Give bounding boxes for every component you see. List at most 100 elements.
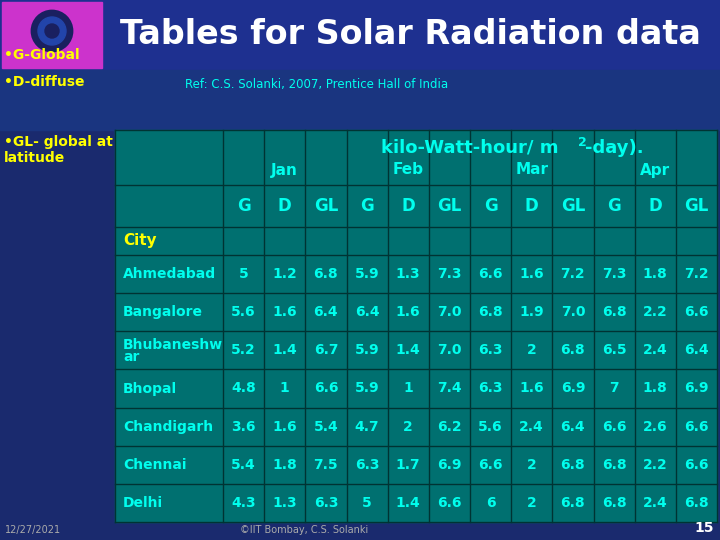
Text: 6.6: 6.6 — [478, 458, 503, 472]
Text: D: D — [525, 197, 539, 215]
Text: 6.8: 6.8 — [561, 496, 585, 510]
Text: 2.2: 2.2 — [643, 458, 667, 472]
Text: 4.3: 4.3 — [231, 496, 256, 510]
Text: 2.4: 2.4 — [519, 420, 544, 434]
Bar — [0, 70, 720, 130]
Text: 7.4: 7.4 — [437, 381, 462, 395]
Text: 7.0: 7.0 — [437, 343, 462, 357]
Text: -day).: -day). — [585, 139, 644, 157]
Text: 1.3: 1.3 — [396, 267, 420, 281]
Text: 7.0: 7.0 — [437, 305, 462, 319]
Text: 6.8: 6.8 — [314, 267, 338, 281]
Text: 2.4: 2.4 — [643, 496, 667, 510]
Text: 7.3: 7.3 — [602, 267, 626, 281]
Text: Jan: Jan — [271, 163, 298, 178]
Text: 1.6: 1.6 — [272, 305, 297, 319]
Text: 1.6: 1.6 — [519, 267, 544, 281]
Text: GL: GL — [314, 197, 338, 215]
Text: 6.3: 6.3 — [478, 343, 503, 357]
Text: 6.9: 6.9 — [437, 458, 462, 472]
Circle shape — [32, 11, 72, 51]
Text: 7.0: 7.0 — [561, 305, 585, 319]
Text: 6.5: 6.5 — [602, 343, 626, 357]
Text: Ahmedabad: Ahmedabad — [123, 267, 216, 281]
Text: 7.2: 7.2 — [684, 267, 708, 281]
Text: 15: 15 — [695, 521, 714, 535]
Circle shape — [45, 24, 59, 38]
Text: 5: 5 — [239, 267, 248, 281]
Text: City: City — [123, 233, 157, 248]
Text: 7.5: 7.5 — [314, 458, 338, 472]
Text: 1.4: 1.4 — [396, 343, 420, 357]
Text: 2: 2 — [527, 343, 536, 357]
Text: 6.8: 6.8 — [684, 496, 708, 510]
Text: 6.8: 6.8 — [602, 496, 626, 510]
Text: 6.6: 6.6 — [684, 420, 708, 434]
Text: 6.9: 6.9 — [684, 381, 708, 395]
Text: D: D — [401, 197, 415, 215]
Text: 6.8: 6.8 — [561, 343, 585, 357]
Text: G: G — [360, 197, 374, 215]
Text: 1.2: 1.2 — [272, 267, 297, 281]
Text: 6.6: 6.6 — [314, 381, 338, 395]
Text: 6.3: 6.3 — [355, 458, 379, 472]
Text: 6.4: 6.4 — [561, 420, 585, 434]
Text: 5.2: 5.2 — [231, 343, 256, 357]
Text: GL: GL — [437, 197, 462, 215]
Text: 6.7: 6.7 — [314, 343, 338, 357]
Text: D: D — [278, 197, 292, 215]
Text: 7.3: 7.3 — [437, 267, 462, 281]
Text: 1: 1 — [403, 381, 413, 395]
Text: 1: 1 — [280, 381, 289, 395]
Text: 2: 2 — [527, 458, 536, 472]
Text: 2: 2 — [527, 496, 536, 510]
Text: Mar: Mar — [516, 163, 548, 178]
Text: Bangalore: Bangalore — [123, 305, 203, 319]
Bar — [2, 2, 102, 68]
Text: •GL- global at
latitude: •GL- global at latitude — [4, 135, 113, 165]
Text: 5.9: 5.9 — [355, 381, 379, 395]
Text: 4.8: 4.8 — [231, 381, 256, 395]
Text: •G-Global: •G-Global — [4, 48, 80, 62]
Text: 6.9: 6.9 — [561, 381, 585, 395]
Text: ©IIT Bombay, C.S. Solanki: ©IIT Bombay, C.S. Solanki — [240, 525, 368, 535]
Text: 1.8: 1.8 — [643, 381, 667, 395]
Text: 5.9: 5.9 — [355, 343, 379, 357]
Text: 6.8: 6.8 — [561, 458, 585, 472]
Text: 1.6: 1.6 — [272, 420, 297, 434]
Text: 2.4: 2.4 — [643, 343, 667, 357]
Text: 2.2: 2.2 — [643, 305, 667, 319]
Text: 7: 7 — [609, 381, 619, 395]
Text: 6.3: 6.3 — [314, 496, 338, 510]
Text: 6.6: 6.6 — [437, 496, 462, 510]
Text: 6.6: 6.6 — [684, 305, 708, 319]
Text: 1.4: 1.4 — [396, 496, 420, 510]
Text: •D-diffuse: •D-diffuse — [4, 75, 84, 89]
Text: 6.8: 6.8 — [478, 305, 503, 319]
Text: Ref: C.S. Solanki, 2007, Prentice Hall of India: Ref: C.S. Solanki, 2007, Prentice Hall o… — [185, 78, 448, 91]
Text: 6.8: 6.8 — [602, 305, 626, 319]
Text: D: D — [649, 197, 662, 215]
Text: 5.9: 5.9 — [355, 267, 379, 281]
Text: 6: 6 — [486, 496, 495, 510]
Bar — [0, 0, 720, 70]
Text: Delhi: Delhi — [123, 496, 163, 510]
Text: 2: 2 — [578, 136, 587, 148]
Text: 6.4: 6.4 — [355, 305, 379, 319]
Text: Bhubaneshw: Bhubaneshw — [123, 339, 223, 353]
Text: 12/27/2021: 12/27/2021 — [5, 525, 61, 535]
Text: 6.2: 6.2 — [437, 420, 462, 434]
Text: 6.3: 6.3 — [478, 381, 503, 395]
Text: 1.4: 1.4 — [272, 343, 297, 357]
Text: 1.9: 1.9 — [519, 305, 544, 319]
Text: 5: 5 — [362, 496, 372, 510]
Text: 7.2: 7.2 — [561, 267, 585, 281]
Text: 5.6: 5.6 — [478, 420, 503, 434]
Text: 1.7: 1.7 — [396, 458, 420, 472]
Text: Bhopal: Bhopal — [123, 381, 177, 395]
Text: 4.7: 4.7 — [355, 420, 379, 434]
Text: 1.3: 1.3 — [272, 496, 297, 510]
Text: 5.4: 5.4 — [231, 458, 256, 472]
Text: 6.6: 6.6 — [602, 420, 626, 434]
Text: GL: GL — [561, 197, 585, 215]
